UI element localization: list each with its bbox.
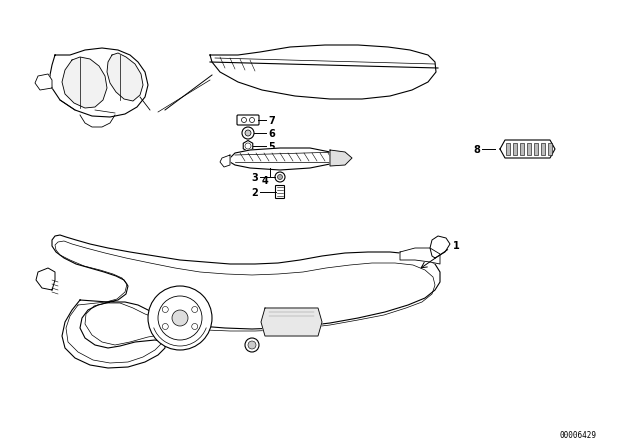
Polygon shape [400, 248, 440, 264]
Polygon shape [220, 155, 230, 167]
Circle shape [158, 296, 202, 340]
Bar [541, 143, 545, 155]
Polygon shape [36, 268, 55, 290]
Bar [548, 143, 552, 155]
Polygon shape [50, 48, 148, 117]
Polygon shape [261, 308, 322, 336]
Circle shape [245, 143, 251, 149]
Circle shape [278, 175, 282, 180]
Circle shape [172, 310, 188, 326]
Bar [534, 143, 538, 155]
Polygon shape [107, 53, 143, 101]
Circle shape [241, 117, 246, 122]
Text: 4: 4 [262, 176, 269, 186]
Circle shape [192, 306, 198, 313]
Polygon shape [35, 74, 52, 90]
Circle shape [248, 341, 256, 349]
Polygon shape [52, 235, 440, 368]
Polygon shape [500, 140, 555, 158]
Circle shape [163, 306, 168, 313]
Polygon shape [62, 57, 107, 108]
Bar [520, 143, 524, 155]
Text: 6: 6 [268, 129, 275, 139]
Circle shape [250, 117, 255, 122]
Circle shape [275, 172, 285, 182]
Text: 3: 3 [252, 173, 258, 183]
Bar [506, 143, 510, 155]
Circle shape [242, 127, 254, 139]
Circle shape [245, 338, 259, 352]
Polygon shape [430, 236, 450, 258]
Polygon shape [230, 148, 340, 170]
Polygon shape [330, 150, 352, 166]
Text: 7: 7 [268, 116, 275, 126]
Text: 5: 5 [268, 142, 275, 152]
FancyBboxPatch shape [237, 115, 259, 125]
Circle shape [192, 323, 198, 329]
Bar [513, 143, 517, 155]
Circle shape [163, 323, 168, 329]
Circle shape [245, 130, 251, 136]
FancyBboxPatch shape [275, 185, 285, 198]
Bar [527, 143, 531, 155]
Text: 1: 1 [453, 241, 460, 251]
Circle shape [148, 286, 212, 350]
Text: 00006429: 00006429 [560, 431, 597, 440]
Polygon shape [210, 45, 436, 99]
Text: 8: 8 [473, 145, 480, 155]
Text: 2: 2 [252, 188, 258, 198]
